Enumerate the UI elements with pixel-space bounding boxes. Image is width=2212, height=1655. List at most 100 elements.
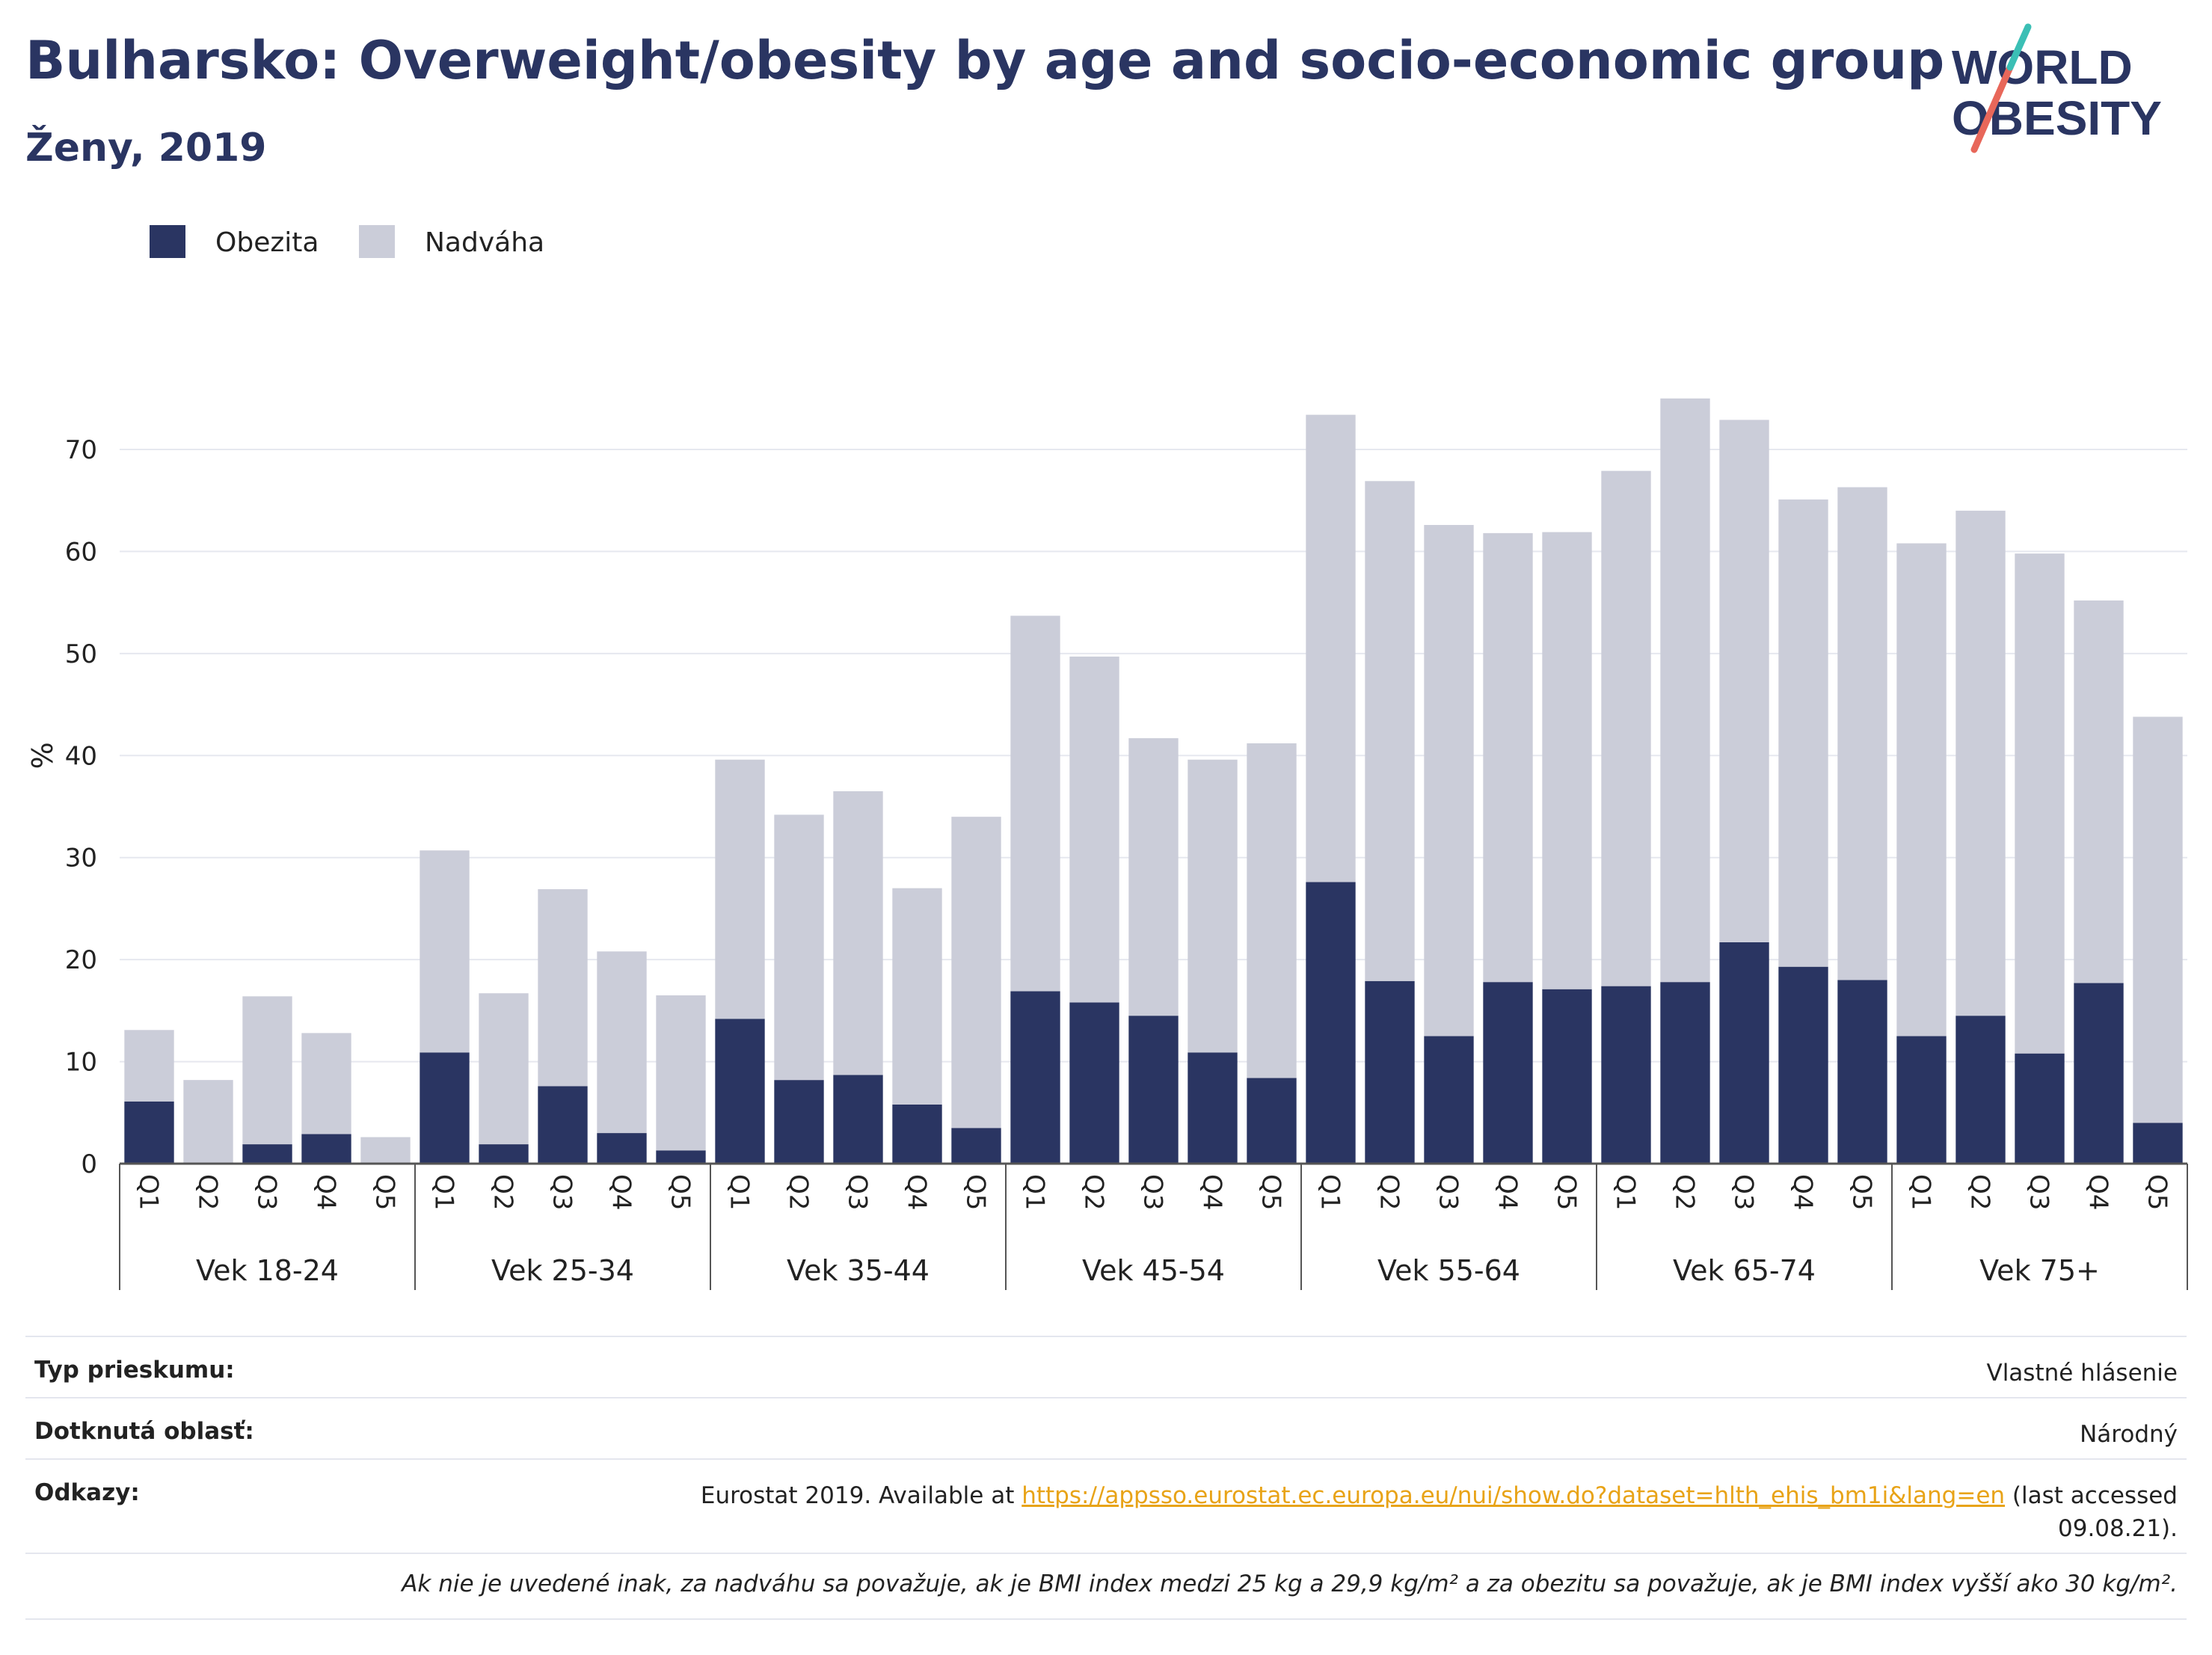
x-tick-label: Q3 [1138, 1174, 1168, 1210]
bar-nadvaha [1896, 543, 1947, 1037]
bar-nadvaha [597, 951, 647, 1134]
bar-obezita [1719, 942, 1769, 1164]
bar-obezita [1069, 1002, 1119, 1164]
area-value: Národný [2080, 1421, 2178, 1448]
x-tick-label: Q4 [1788, 1174, 1818, 1210]
bar-obezita [892, 1104, 942, 1164]
bar-obezita [301, 1134, 351, 1164]
group-label: Vek 35-44 [787, 1254, 930, 1287]
references-label: Odkazy: [34, 1479, 140, 1506]
x-tick-label: Q4 [606, 1174, 636, 1210]
y-tick-label: 30 [65, 844, 97, 873]
chart-subtitle: Ženy, 2019 [25, 126, 267, 171]
bar-obezita [656, 1150, 706, 1164]
bar-obezita [951, 1128, 1001, 1164]
bar-nadvaha [1542, 532, 1592, 989]
x-tick-label: Q1 [429, 1174, 459, 1210]
references-suffix: (last accessed [2005, 1482, 2178, 1509]
bar-nadvaha [715, 759, 765, 1019]
x-tick-label: Q1 [1315, 1174, 1345, 1210]
info-row-area: Dotknutá oblasť: Národný [25, 1397, 2187, 1458]
bar-nadvaha [774, 814, 824, 1081]
bar-nadvaha [2015, 553, 2065, 1054]
x-tick-label: Q1 [1611, 1174, 1641, 1210]
legend-swatch-obezita [150, 225, 185, 258]
x-tick-label: Q5 [2142, 1174, 2172, 1210]
bar-nadvaha [360, 1137, 411, 1164]
bar-obezita [2133, 1123, 2183, 1164]
bar-nadvaha [301, 1033, 351, 1134]
x-tick-label: Q2 [1079, 1174, 1109, 1210]
bar-obezita [1542, 989, 1592, 1164]
logo-line1: WORLD [1952, 40, 2133, 94]
x-tick-label: Q5 [1256, 1174, 1286, 1210]
x-tick-label: Q5 [666, 1174, 695, 1210]
info-row-note: Ak nie je uvedené inak, za nadváhu sa po… [25, 1553, 2187, 1620]
x-tick-label: Q1 [134, 1174, 164, 1210]
legend-label-nadvaha: Nadváha [425, 227, 544, 258]
x-tick-label: Q5 [370, 1174, 400, 1210]
bar-obezita [1778, 966, 1828, 1164]
legend-label-obezita: Obezita [215, 227, 319, 258]
x-tick-label: Q2 [1670, 1174, 1700, 1210]
bar-obezita [538, 1086, 588, 1164]
y-tick-label: 40 [65, 741, 97, 771]
x-tick-label: Q5 [1847, 1174, 1877, 1210]
group-label: Vek 55-64 [1377, 1254, 1520, 1287]
bar-obezita [479, 1144, 529, 1164]
bar-obezita [1365, 980, 1415, 1164]
bar-obezita [833, 1075, 883, 1164]
y-axis-label: % [26, 742, 59, 769]
x-tick-label: Q2 [488, 1174, 518, 1210]
bar-nadvaha [892, 888, 942, 1105]
group-label: Vek 25-34 [491, 1254, 634, 1287]
bar-nadvaha [1010, 615, 1060, 992]
x-tick-label: Q5 [961, 1174, 991, 1210]
bar-nadvaha [242, 996, 292, 1145]
x-tick-label: Q1 [1906, 1174, 1936, 1210]
x-tick-label: Q4 [1197, 1174, 1227, 1210]
world-obesity-logo: WORLD OBESITY [1952, 23, 2162, 153]
logo-slash-teal [2006, 23, 2032, 71]
bar-nadvaha [1483, 532, 1533, 983]
x-tick-label: Q3 [1729, 1174, 1759, 1210]
bar-nadvaha [1719, 420, 1769, 942]
bar-obezita [1483, 982, 1533, 1164]
bar-nadvaha [1306, 414, 1356, 882]
x-tick-label: Q3 [843, 1174, 873, 1210]
references-prefix: Eurostat 2019. Available at [700, 1482, 1022, 1509]
bar-obezita [2015, 1053, 2065, 1164]
chart-area: 0 10 20 30 40 50 60 70% Q1 Q2 Q3 Q4 Q5 Vek 18-24 Q1 Q2 Q… [26, 225, 2188, 1290]
logo-slash-coral [1970, 64, 2014, 153]
y-tick-label: 60 [65, 537, 97, 567]
bar-obezita [1424, 1036, 1474, 1164]
references-link[interactable]: https://appsso.eurostat.ec.europa.eu/nui… [1021, 1482, 2006, 1509]
bar-nadvaha [951, 817, 1001, 1129]
definition-note: Ak nie je uvedené inak, za nadváhu sa po… [402, 1570, 2178, 1597]
x-tick-label: Q3 [252, 1174, 282, 1210]
bar-obezita [2074, 983, 2124, 1164]
bar-obezita [1956, 1016, 2006, 1164]
info-row-survey: Typ prieskumu: Vlastné hlásenie [25, 1336, 2187, 1397]
y-tick-label: 0 [81, 1149, 97, 1179]
bar-nadvaha [656, 995, 706, 1151]
bar-obezita [420, 1052, 470, 1164]
x-tick-label: Q2 [1374, 1174, 1404, 1210]
x-tick-label: Q3 [2024, 1174, 2054, 1210]
group-label: Vek 75+ [1979, 1254, 2100, 1287]
bar-obezita [242, 1144, 292, 1164]
bar-obezita [1660, 982, 1710, 1164]
survey-type-value: Vlastné hlásenie [1986, 1360, 2178, 1387]
info-row-references: Odkazy: Eurostat 2019. Available at http… [25, 1458, 2187, 1553]
x-tick-label: Q4 [902, 1174, 932, 1210]
bar-nadvaha [2133, 716, 2183, 1123]
group-label: Vek 45-54 [1082, 1254, 1225, 1287]
x-tick-label: Q2 [784, 1174, 814, 1210]
x-tick-label: Q1 [725, 1174, 755, 1210]
bar-nadvaha [2074, 600, 2124, 983]
bar-obezita [1128, 1016, 1179, 1164]
group-label: Vek 65-74 [1673, 1254, 1816, 1287]
references-value: Eurostat 2019. Available at https://apps… [701, 1479, 2178, 1545]
references-date: 09.08.21). [2058, 1515, 2178, 1542]
bar-obezita [1247, 1078, 1297, 1164]
